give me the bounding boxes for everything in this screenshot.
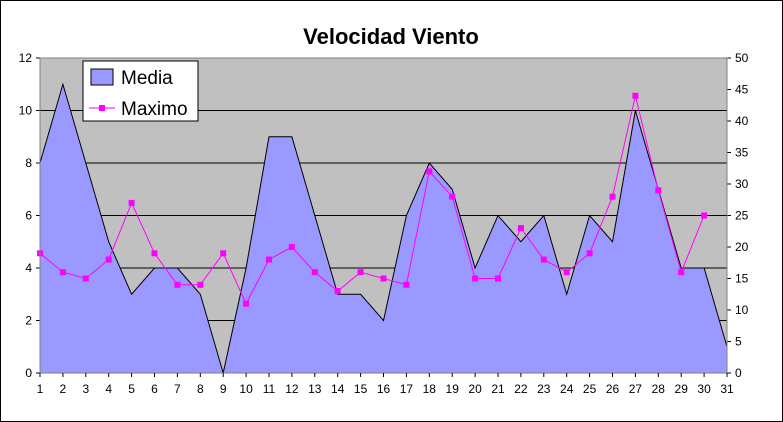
x-tick-label: 12: [285, 382, 299, 396]
y-right-tick-label: 45: [735, 83, 749, 97]
legend-swatch-media: [90, 68, 114, 86]
x-tick-label: 14: [331, 382, 345, 396]
y-left-tick-label: 6: [25, 209, 32, 223]
x-tick-label: 28: [652, 382, 666, 396]
x-tick-label: 27: [629, 382, 643, 396]
line-series-layer: [37, 92, 708, 307]
y-right-tick-label: 15: [735, 272, 749, 286]
x-tick-label: 2: [60, 382, 67, 396]
point-maximo: [334, 288, 341, 295]
x-tick-label: 10: [239, 382, 253, 396]
area-media-outline: [39, 82, 728, 374]
y-right-tick-label: 40: [735, 114, 749, 128]
x-tick-label: 4: [105, 382, 112, 396]
point-maximo: [59, 269, 66, 276]
point-maximo: [609, 193, 616, 200]
area-series-layer: [39, 82, 728, 374]
point-maximo: [311, 269, 318, 276]
point-maximo: [449, 193, 456, 200]
x-tick-label: 11: [263, 382, 276, 396]
y-left-tick-label: 12: [19, 51, 33, 65]
x-tick-label: 26: [606, 382, 620, 396]
point-maximo: [151, 250, 158, 257]
x-tick-label: 13: [308, 382, 322, 396]
y-right-tick-label: 35: [735, 146, 749, 160]
y-right-tick-label: 20: [735, 240, 749, 254]
point-maximo: [655, 187, 662, 194]
point-maximo: [380, 275, 387, 282]
x-tick-label: 23: [537, 382, 551, 396]
point-maximo: [288, 244, 295, 250]
point-maximo: [563, 269, 570, 276]
point-maximo: [105, 256, 112, 263]
point-maximo: [128, 199, 135, 206]
x-tick-label: 31: [720, 382, 734, 396]
y-right-tick-label: 50: [735, 51, 749, 65]
point-maximo: [472, 275, 479, 282]
point-maximo: [426, 168, 433, 175]
x-tick-label: 8: [197, 382, 204, 396]
y-left-tick-label: 0: [25, 366, 32, 380]
point-maximo: [632, 92, 639, 99]
x-tick-label: 20: [468, 382, 482, 396]
point-maximo: [701, 212, 708, 219]
point-maximo: [586, 250, 593, 257]
line-maximo: [39, 95, 705, 305]
point-maximo: [357, 269, 364, 276]
legend-marker-maximo: [99, 105, 105, 111]
legend-label-maximo: Maximo: [121, 99, 188, 120]
point-maximo: [197, 281, 204, 288]
legend: Media Maximo: [82, 60, 199, 122]
x-tick-label: 5: [128, 382, 135, 396]
x-tick-label: 16: [377, 382, 391, 396]
legend-label-media: Media: [121, 68, 173, 89]
x-tick-label: 24: [560, 382, 574, 396]
x-tick-label: 30: [697, 382, 711, 396]
point-maximo: [266, 256, 272, 263]
x-tick-label: 1: [37, 382, 44, 396]
x-tick-label: 9: [220, 382, 227, 396]
y-left-tick-label: 10: [19, 104, 33, 118]
y-right-tick-label: 30: [735, 177, 749, 191]
x-tick-label: 22: [514, 382, 528, 396]
x-tick-label: 15: [354, 382, 368, 396]
x-tick-label: 3: [82, 382, 89, 396]
point-maximo: [540, 256, 547, 263]
x-tick-label: 21: [491, 382, 505, 396]
y-left-tick-label: 2: [25, 314, 32, 328]
y-left-tick-label: 8: [25, 156, 32, 170]
x-tick-label: 6: [151, 382, 158, 396]
point-maximo: [174, 281, 181, 288]
x-tick-label: 25: [583, 382, 597, 396]
x-tick-label: 29: [675, 382, 689, 396]
point-maximo: [220, 250, 227, 257]
point-maximo: [517, 225, 524, 232]
chart-title: Velocidad Viento: [303, 24, 479, 49]
x-tick-label: 7: [174, 382, 181, 396]
point-maximo: [243, 300, 250, 307]
point-maximo: [82, 275, 89, 282]
y-right-tick-label: 25: [735, 209, 749, 223]
y-right-tick-label: 5: [735, 335, 742, 349]
y-right-tick-label: 0: [735, 366, 742, 380]
x-tick-label: 18: [423, 382, 437, 396]
point-maximo: [678, 269, 685, 276]
point-maximo: [403, 281, 410, 288]
x-tick-label: 17: [400, 382, 414, 396]
y-right-tick-label: 10: [735, 303, 749, 317]
area-media-fill: [40, 84, 727, 373]
x-tick-label: 19: [446, 382, 460, 396]
point-maximo: [495, 275, 501, 282]
y-left-tick-label: 4: [25, 261, 32, 275]
